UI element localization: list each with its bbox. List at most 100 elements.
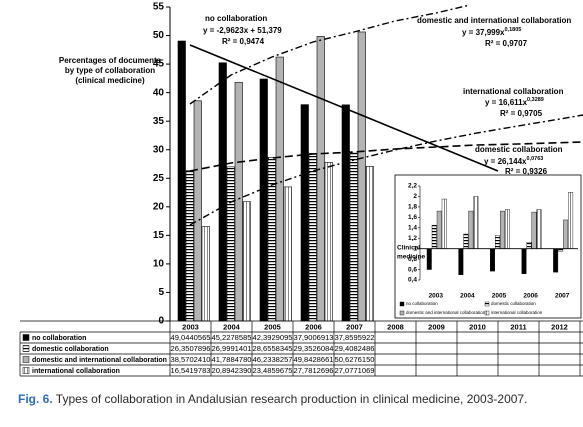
bar — [521, 248, 527, 274]
annotation: R² = 0,9707 — [485, 39, 528, 48]
bar — [500, 210, 505, 249]
legend-swatch — [399, 301, 405, 307]
legend-label: domestic collaboration — [32, 346, 109, 353]
x-tick-label: 2012 — [551, 322, 568, 331]
table-cell: 27,0771069 — [335, 368, 375, 375]
y-axis-label: Clinical — [397, 245, 420, 252]
bar — [316, 36, 325, 322]
annotation-text: R² = 0,9705 — [500, 109, 543, 118]
bar — [349, 152, 358, 322]
annotation-sup: 0,0763 — [526, 156, 543, 162]
annotation-text: R² = 0,9474 — [222, 37, 265, 46]
y-tick-label: 25 — [153, 173, 165, 184]
y-axis-label: Percentages of documents — [59, 56, 162, 65]
bar — [308, 153, 317, 322]
bar — [193, 100, 202, 322]
annotation: no collaboration — [205, 14, 267, 23]
trendline — [189, 44, 499, 172]
table-cell: 23,4859675 — [253, 368, 293, 375]
annotation-text: no collaboration — [205, 14, 267, 23]
x-tick-label: 2005 — [264, 322, 281, 331]
annotation: y = -2,9623x + 51,379 — [203, 26, 282, 35]
bar — [234, 82, 243, 322]
table-cell: 38,5702410 — [171, 357, 211, 364]
legend-swatch — [484, 310, 490, 316]
annotation: R² = 0,9326 — [505, 167, 548, 176]
y-tick-label: 2 — [413, 193, 417, 200]
y-tick-label: 1,2 — [408, 235, 417, 242]
x-tick-label: 2011 — [510, 322, 526, 331]
table-cell: 42,3929095 — [253, 335, 293, 342]
y-tick-label: 0,6 — [408, 266, 417, 273]
bar — [218, 62, 227, 322]
legend-label: no collaboration — [32, 335, 86, 342]
y-tick-label: 40 — [153, 87, 165, 98]
table-cell: 49,8428661 — [294, 357, 334, 364]
bar — [283, 186, 292, 322]
bar — [324, 162, 333, 322]
y-tick-label: 5 — [158, 287, 164, 298]
x-tick-label: 2007 — [555, 293, 570, 300]
bar — [431, 224, 437, 249]
legend-swatch — [484, 301, 490, 307]
caption: Fig. 6. Types of collaboration in Andalu… — [18, 392, 573, 407]
bar — [357, 31, 366, 322]
annotation: R² = 0,9474 — [222, 37, 265, 46]
annotation: domestic collaboration — [475, 145, 563, 154]
trendlines — [189, 4, 583, 226]
table-cell: 27,7812696 — [294, 368, 334, 375]
annotation-text: international collaboration — [463, 87, 564, 96]
bar — [341, 104, 350, 322]
trendline — [189, 4, 471, 105]
legend-swatch — [22, 356, 30, 363]
table-cell: 49,0440565 — [171, 335, 211, 342]
annotation-text: domestic collaboration — [475, 145, 563, 154]
inset-frame — [394, 174, 582, 319]
x-tick-label: 2009 — [428, 322, 445, 331]
annotation-text: R² = 0,9326 — [505, 167, 548, 176]
bar — [441, 198, 447, 249]
table-cell: 46,2338257 — [253, 357, 293, 364]
y-tick-label: 0,8 — [408, 256, 417, 263]
y-tick-label: 20 — [153, 201, 165, 212]
table-cell: 26,3507896 — [171, 346, 211, 353]
y-tick-label: 50 — [153, 30, 165, 41]
x-tick-label: 2010 — [469, 322, 486, 331]
bar — [505, 209, 510, 249]
annotation-text: y = 37,999x — [462, 28, 505, 37]
annotation: y = 16,611x0,3289 — [485, 97, 544, 107]
annotation-sup: 0,3289 — [527, 97, 544, 103]
bar — [300, 104, 309, 322]
caption-text: Types of collaboration in Andalusian res… — [55, 392, 528, 406]
bar — [201, 226, 210, 322]
y-tick-label: 0,4 — [408, 277, 417, 284]
bar — [463, 233, 469, 249]
y-axis-label: medicine — [397, 254, 426, 261]
annotation-text: y = -2,9623x + 51,379 — [203, 26, 282, 35]
table-cell: 29,4082486 — [335, 346, 375, 353]
y-tick-label: 1 — [413, 245, 417, 252]
x-tick-label: 2003 — [429, 293, 444, 300]
annotation: domestic and international collaboration — [417, 16, 571, 25]
bar — [495, 235, 500, 249]
table-cell: 20,8942390 — [212, 368, 252, 375]
bar — [526, 242, 532, 249]
table-cell: 26,9991401 — [212, 346, 252, 353]
table-cell: 28,6558345 — [253, 346, 293, 353]
bar — [458, 248, 464, 275]
y-axis-label: (clinical medicine) — [75, 76, 145, 85]
y-tick-label: 10 — [153, 259, 165, 270]
caption-label: Fig. 6. — [18, 392, 53, 406]
annotation: y = 26,144x0,0763 — [484, 156, 543, 166]
legend-label: domestic collaboration — [491, 301, 536, 306]
bar — [568, 192, 574, 249]
annotation-text: domestic and international collaboration — [417, 16, 571, 25]
annotation: international collaboration — [463, 87, 564, 96]
x-tick-label: 2005 — [492, 293, 507, 300]
table-cell: 16,5419783 — [171, 368, 211, 375]
table-cell: 50,6276150 — [335, 357, 375, 364]
x-tick-label: 2007 — [346, 322, 363, 331]
y-tick-label: 35 — [153, 116, 165, 127]
x-tick-label: 2004 — [460, 293, 475, 300]
